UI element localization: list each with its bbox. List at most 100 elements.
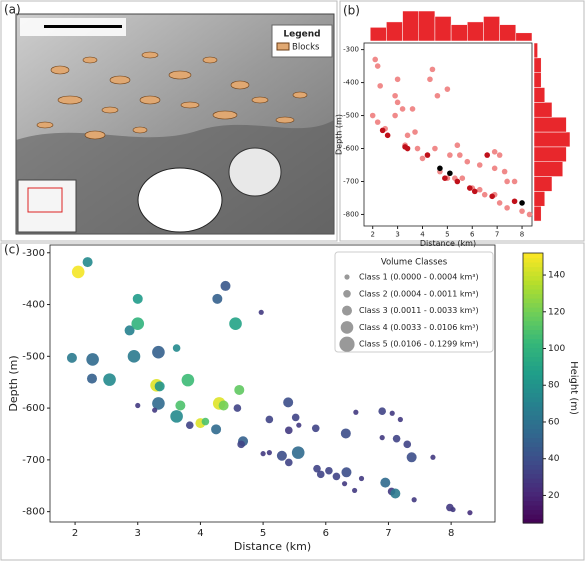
colorbar-segment (523, 437, 543, 443)
y-tick-label: -500 (22, 351, 45, 362)
y-axis-label: Depth (m) (7, 355, 20, 411)
x-tick-label: 6 (323, 528, 329, 539)
bubble (467, 510, 473, 516)
colorbar-segment (523, 338, 543, 344)
x-tick-label: 3 (395, 231, 399, 239)
histogram-bar (533, 161, 564, 177)
bubble (389, 410, 395, 416)
colorbar-segment (523, 469, 543, 475)
x-tick-label: 4 (197, 528, 203, 539)
colorbar-segment (523, 334, 543, 340)
point (404, 132, 411, 139)
colorbar-segment (523, 347, 543, 353)
colorbar-segment (523, 433, 543, 439)
colorbar-segment (523, 361, 543, 367)
colorbar-segment (523, 518, 543, 524)
histogram-bar (533, 72, 542, 88)
colorbar-segment (523, 352, 543, 358)
colorbar-segment (523, 275, 543, 281)
bubble (276, 450, 287, 461)
map-crater (137, 167, 223, 233)
point (429, 66, 436, 73)
histogram-bar (533, 116, 567, 133)
bubble (316, 470, 325, 479)
bubble (170, 410, 183, 423)
colorbar-segment (523, 284, 543, 290)
y-tick-label: -400 (343, 79, 359, 87)
panel-label: (a) (4, 3, 21, 17)
histogram-bar (450, 24, 468, 42)
bubble (71, 265, 85, 279)
colorbar-segment (523, 379, 543, 385)
x-tick-label: 5 (445, 231, 449, 239)
bubble (86, 353, 99, 366)
bubble (124, 325, 135, 336)
colorbar-segment (523, 410, 543, 416)
point (414, 145, 421, 152)
point (476, 162, 483, 168)
colorbar-frame (522, 252, 544, 524)
bubble (154, 381, 165, 392)
bubble (82, 257, 93, 268)
point (457, 152, 463, 158)
point (504, 205, 510, 211)
bubble (392, 434, 401, 443)
histogram-bar (533, 87, 546, 103)
legend-label: Class 2 (0.0004 - 0.0011 km³) (359, 289, 479, 298)
bubble (311, 424, 320, 433)
point (489, 193, 495, 200)
point (374, 63, 381, 69)
legend-box (334, 251, 494, 353)
histogram-bar (533, 205, 542, 222)
colorbar-segment (523, 370, 543, 376)
bubble (265, 415, 274, 424)
bubble (390, 488, 401, 499)
point (377, 83, 383, 89)
panel-frame (339, 0, 585, 242)
panel-frame (0, 0, 338, 242)
bubble (358, 475, 365, 482)
colorbar-segment (523, 388, 543, 394)
colorbar-segment (523, 280, 543, 286)
histogram-bar (533, 57, 542, 73)
plot-frame (363, 42, 533, 227)
bubble (341, 467, 352, 478)
point (481, 191, 488, 198)
legend-label: Class 4 (0.0033 - 0.0106 km³) (359, 323, 479, 332)
colorbar-segment (523, 320, 543, 326)
y-tick-label: -800 (22, 507, 45, 518)
bubble (218, 400, 229, 411)
point (392, 112, 398, 119)
point (424, 152, 431, 158)
bubble (260, 451, 266, 457)
bubble (406, 452, 417, 463)
y-tick-label: -800 (343, 210, 359, 218)
point (409, 106, 416, 112)
point (394, 99, 401, 106)
x-axis-label: Distance (km) (234, 540, 311, 553)
bubble (66, 352, 77, 363)
point (442, 175, 448, 181)
bubble (175, 400, 186, 411)
colorbar-tick-label: 100 (548, 344, 565, 354)
colorbar-segment (523, 316, 543, 322)
colorbar-segment (523, 289, 543, 295)
y-tick-label: -700 (343, 177, 359, 185)
bubble (332, 472, 341, 481)
colorbar-segment (523, 455, 543, 461)
x-tick-label: 7 (495, 231, 499, 239)
colorbar-segment (523, 500, 543, 506)
bubble (127, 350, 141, 363)
colorbar-tick-label: 120 (548, 307, 565, 317)
legend-label: Class 3 (0.0011 - 0.0033 km³) (359, 306, 479, 315)
legend-label: Class 1 (0.0000 - 0.0004 km³) (359, 273, 479, 282)
bubble (152, 407, 158, 413)
y-tick-label: -500 (343, 112, 359, 120)
bubble (212, 293, 223, 304)
legend-marker (344, 274, 350, 280)
colorbar-segment (523, 514, 543, 520)
bubble (181, 373, 195, 387)
bubble (86, 373, 97, 384)
map-blocks (36, 51, 308, 140)
